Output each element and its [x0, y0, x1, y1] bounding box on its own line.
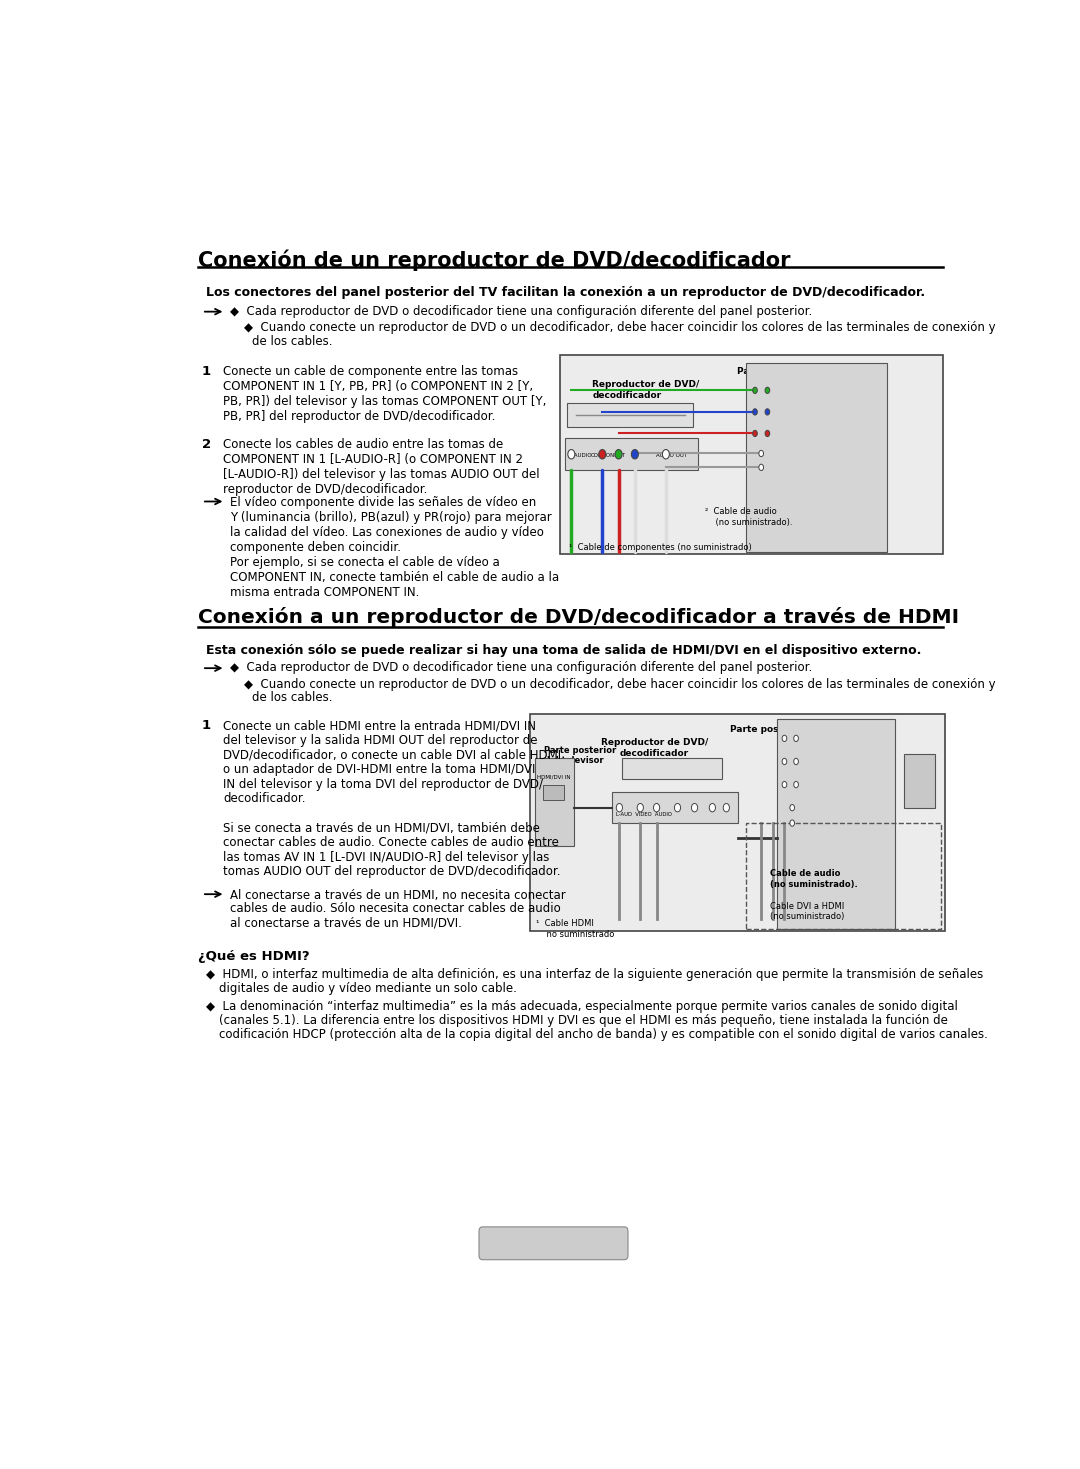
- Text: 1: 1: [202, 364, 211, 378]
- Text: Parte posterior del televisor: Parte posterior del televisor: [730, 724, 874, 733]
- Text: ¿Qué es HDMI?: ¿Qué es HDMI?: [198, 950, 309, 964]
- Circle shape: [759, 464, 764, 470]
- Circle shape: [794, 758, 798, 765]
- Text: conectar cables de audio. Conecte cables de audio entre: conectar cables de audio. Conecte cables…: [222, 836, 558, 849]
- Text: digitales de audio y vídeo mediante un solo cable.: digitales de audio y vídeo mediante un s…: [218, 981, 516, 995]
- Circle shape: [794, 736, 798, 742]
- Circle shape: [789, 820, 795, 826]
- Text: Conexión de un reproductor de DVD/decodificador: Conexión de un reproductor de DVD/decodi…: [198, 250, 791, 270]
- Text: ¹  Cable de componentes (no suministrado): ¹ Cable de componentes (no suministrado): [569, 544, 752, 552]
- Circle shape: [765, 388, 770, 394]
- Circle shape: [789, 805, 795, 811]
- Text: codificación HDCP (protección alta de la copia digital del ancho de banda) y es : codificación HDCP (protección alta de la…: [218, 1028, 987, 1042]
- Bar: [611, 792, 738, 823]
- Circle shape: [710, 804, 715, 812]
- Circle shape: [753, 408, 757, 416]
- Bar: [745, 363, 887, 552]
- Text: tomas AUDIO OUT del reproductor de DVD/decodificador.: tomas AUDIO OUT del reproductor de DVD/d…: [222, 865, 561, 878]
- Text: las tomas AV IN 1 [L-DVI IN/AUDIO-R] del televisor y las: las tomas AV IN 1 [L-DVI IN/AUDIO-R] del…: [222, 851, 550, 864]
- Circle shape: [794, 782, 798, 787]
- Text: El vídeo componente divide las señales de vídeo en
Y (luminancia (brillo), PB(az: El vídeo componente divide las señales d…: [230, 497, 558, 599]
- Text: Cable DVI a HDMI
(no suministrado): Cable DVI a HDMI (no suministrado): [770, 902, 845, 921]
- Text: Conecte un cable HDMI entre la entrada HDMI/DVI IN: Conecte un cable HDMI entre la entrada H…: [222, 720, 536, 732]
- Bar: [904, 754, 935, 808]
- Text: Esta conexión sólo se puede realizar si hay una toma de salida de HDMI/DVI en el: Esta conexión sólo se puede realizar si …: [206, 643, 921, 657]
- Circle shape: [782, 736, 786, 742]
- Text: del televisor y la salida HDMI OUT del reproductor de: del televisor y la salida HDMI OUT del r…: [222, 733, 538, 746]
- Circle shape: [617, 804, 622, 812]
- Text: Español - 8: Español - 8: [521, 1232, 586, 1246]
- Text: Conecte un cable de componente entre las tomas
COMPONENT IN 1 [Y, PB, PR] (o COM: Conecte un cable de componente entre las…: [222, 364, 546, 423]
- Circle shape: [632, 450, 638, 458]
- Text: 2: 2: [202, 438, 211, 451]
- Text: 1: 1: [202, 720, 211, 732]
- Bar: [565, 438, 698, 470]
- Text: al conectarse a través de un HDMI/DVI.: al conectarse a través de un HDMI/DVI.: [230, 917, 461, 930]
- Text: ◆  HDMI, o interfaz multimedia de alta definición, es una interfaz de la siguien: ◆ HDMI, o interfaz multimedia de alta de…: [206, 968, 984, 981]
- Text: ◆  Cada reproductor de DVD o decodificador tiene una configuración diferente del: ◆ Cada reproductor de DVD o decodificado…: [230, 306, 812, 317]
- Text: Reproductor de DVD/
decodificador: Reproductor de DVD/ decodificador: [600, 739, 707, 758]
- Circle shape: [782, 758, 786, 765]
- Text: L-AUDIO: L-AUDIO: [569, 454, 592, 458]
- Text: Conecte los cables de audio entre las tomas de
COMPONENT IN 1 [L-AUDIO-R] (o COM: Conecte los cables de audio entre las to…: [222, 438, 540, 497]
- Text: de los cables.: de los cables.: [253, 692, 333, 705]
- Bar: [542, 784, 565, 801]
- Circle shape: [765, 430, 770, 436]
- Circle shape: [568, 450, 575, 458]
- Text: IN del televisor y la toma DVI del reproductor de DVD/: IN del televisor y la toma DVI del repro…: [222, 777, 543, 790]
- FancyBboxPatch shape: [480, 1227, 627, 1260]
- Circle shape: [691, 804, 698, 812]
- Circle shape: [753, 430, 757, 436]
- Text: ◆  Cuando conecte un reproductor de DVD o un decodificador, debe hacer coincidir: ◆ Cuando conecte un reproductor de DVD o…: [244, 677, 996, 690]
- Bar: [559, 355, 943, 554]
- Text: de los cables.: de los cables.: [253, 335, 333, 348]
- Text: COMPONENT: COMPONENT: [591, 454, 625, 458]
- Text: Parte posterior del televisor: Parte posterior del televisor: [738, 367, 881, 376]
- Circle shape: [637, 804, 644, 812]
- Text: Al conectarse a través de un HDMI, no necesita conectar: Al conectarse a través de un HDMI, no ne…: [230, 889, 565, 902]
- Circle shape: [759, 451, 764, 457]
- Bar: [530, 714, 945, 931]
- Circle shape: [765, 408, 770, 416]
- Bar: [622, 758, 723, 779]
- Text: ◆  Cada reproductor de DVD o decodificador tiene una configuración diferente del: ◆ Cada reproductor de DVD o decodificado…: [230, 661, 812, 674]
- Text: ◆  La denominación “interfaz multimedia” es la más adecuada, especialmente porqu: ◆ La denominación “interfaz multimedia” …: [206, 1000, 958, 1014]
- Circle shape: [616, 450, 622, 458]
- Text: Conexión a un reproductor de DVD/decodificador a través de HDMI: Conexión a un reproductor de DVD/decodif…: [198, 608, 959, 627]
- Circle shape: [598, 450, 606, 458]
- Circle shape: [753, 388, 757, 394]
- Circle shape: [674, 804, 680, 812]
- Text: AUDIO OUT: AUDIO OUT: [656, 454, 687, 458]
- Text: decodificador.: decodificador.: [222, 792, 306, 805]
- Text: L-AUD  VIDEO  AUDIO: L-AUD VIDEO AUDIO: [616, 811, 672, 817]
- Bar: [745, 823, 941, 930]
- Text: ²  Cable de audio
    (no suministrado).: ² Cable de audio (no suministrado).: [704, 507, 792, 527]
- Text: (canales 5.1). La diferencia entre los dispositivos HDMI y DVI es que el HDMI es: (canales 5.1). La diferencia entre los d…: [218, 1014, 947, 1027]
- Circle shape: [653, 804, 660, 812]
- Bar: [777, 720, 894, 930]
- Text: DVD/decodificador, o conecte un cable DVI al cable HDMI: DVD/decodificador, o conecte un cable DV…: [222, 748, 561, 761]
- Text: Los conectores del panel posterior del TV facilitan la conexión a un reproductor: Los conectores del panel posterior del T…: [206, 285, 926, 298]
- Bar: [535, 758, 573, 846]
- Circle shape: [724, 804, 729, 812]
- Text: Cable de audio
(no suministrado).: Cable de audio (no suministrado).: [770, 870, 859, 889]
- Text: cables de audio. Sólo necesita conectar cables de audio: cables de audio. Sólo necesita conectar …: [230, 902, 561, 915]
- Text: Si se conecta a través de un HDMI/DVI, también debe: Si se conecta a través de un HDMI/DVI, t…: [222, 821, 540, 834]
- Circle shape: [782, 782, 786, 787]
- Bar: [567, 404, 693, 426]
- Text: HDMI/DVI IN: HDMI/DVI IN: [537, 774, 570, 780]
- Text: o un adaptador de DVI-HDMI entre la toma HDMI/DVI: o un adaptador de DVI-HDMI entre la toma…: [222, 762, 536, 776]
- Text: ◆  Cuando conecte un reproductor de DVD o un decodificador, debe hacer coincidir: ◆ Cuando conecte un reproductor de DVD o…: [244, 322, 996, 333]
- Text: Reproductor de DVD/
decodificador: Reproductor de DVD/ decodificador: [592, 380, 700, 400]
- Text: ¹  Cable HDMI
    no suministrado: ¹ Cable HDMI no suministrado: [537, 920, 615, 939]
- Circle shape: [662, 450, 670, 458]
- Text: Parte posterior
del televisor: Parte posterior del televisor: [544, 746, 617, 765]
